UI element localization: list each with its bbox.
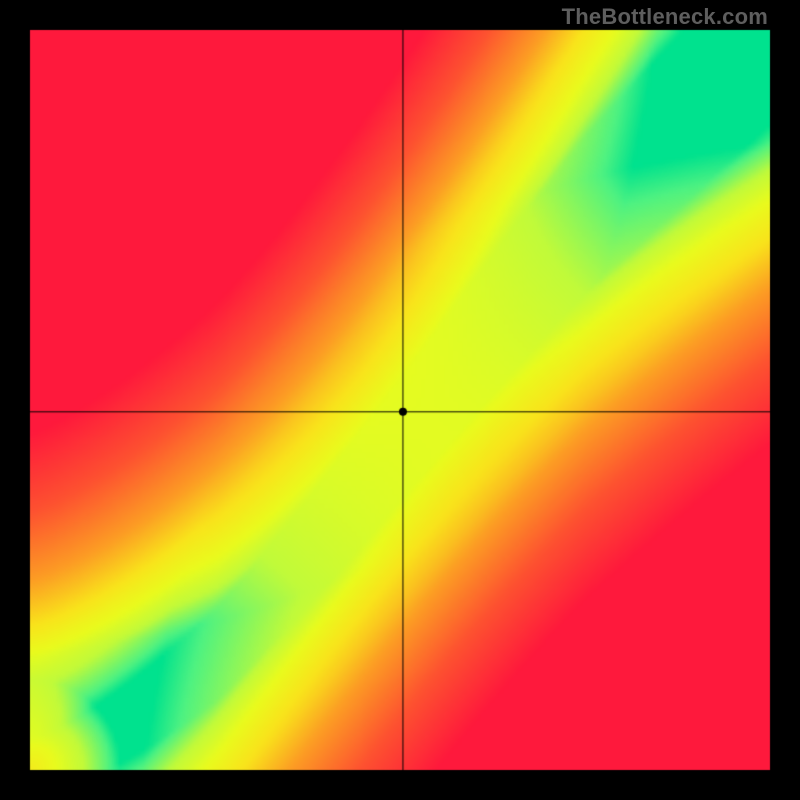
watermark-text: TheBottleneck.com (562, 4, 768, 30)
chart-container: TheBottleneck.com (0, 0, 800, 800)
bottleneck-heatmap (0, 0, 800, 800)
